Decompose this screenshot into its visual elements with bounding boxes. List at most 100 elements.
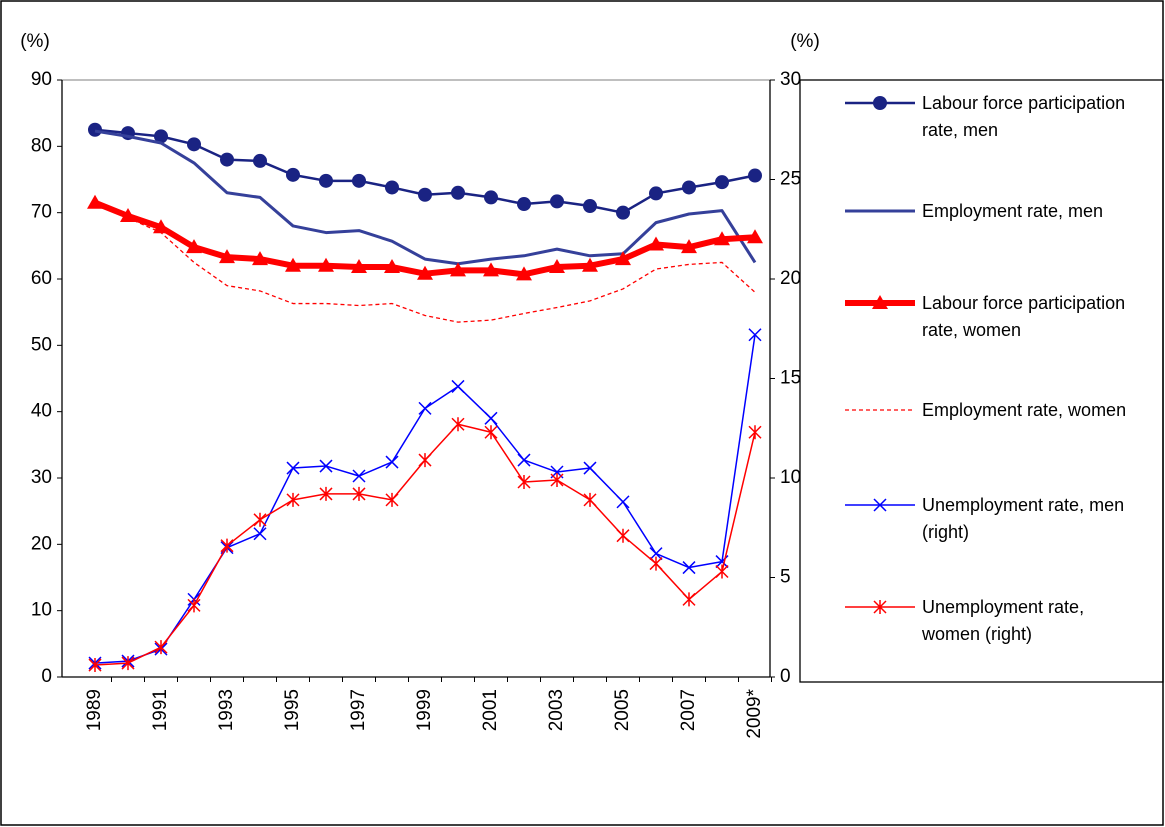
data-point	[219, 249, 235, 264]
data-point	[88, 658, 102, 673]
y2-tick-label: 5	[780, 567, 791, 588]
data-point	[616, 205, 630, 220]
data-point	[352, 486, 366, 501]
data-point	[682, 592, 696, 607]
data-point	[121, 656, 135, 671]
data-point	[319, 173, 333, 188]
legend-marker	[873, 498, 887, 512]
data-point	[187, 598, 201, 613]
x-tick-label: 1999	[414, 689, 435, 731]
data-point	[649, 186, 663, 201]
data-point	[715, 175, 729, 190]
data-point	[484, 190, 498, 205]
data-point	[220, 152, 234, 167]
data-point	[385, 492, 399, 507]
y2-tick-label: 10	[780, 467, 801, 488]
x-tick-label: 2005	[612, 689, 633, 731]
x-tick-label: 2007	[678, 689, 699, 731]
data-point	[352, 469, 366, 483]
y2-tick-label: 30	[780, 69, 801, 90]
y-tick-label: 20	[31, 533, 52, 554]
data-point	[253, 512, 267, 527]
data-point	[583, 461, 597, 475]
series-line	[94, 203, 756, 323]
data-point	[87, 194, 103, 209]
data-point	[516, 266, 532, 281]
data-point	[88, 122, 102, 137]
y2-tick-label: 0	[780, 666, 791, 687]
data-point	[649, 547, 663, 561]
data-point	[319, 486, 333, 501]
data-point	[483, 262, 499, 277]
data-point	[253, 153, 267, 168]
data-point	[384, 259, 400, 274]
data-point	[187, 137, 201, 152]
legend-marker	[873, 96, 887, 110]
data-point	[286, 461, 300, 475]
y-tick-label: 30	[31, 467, 52, 488]
legend-box	[799, 79, 1164, 683]
data-point	[682, 561, 696, 575]
data-point	[186, 239, 202, 254]
data-point	[615, 251, 631, 266]
data-point	[748, 425, 762, 440]
legend-marker	[872, 295, 888, 309]
y-tick-label: 70	[31, 202, 52, 223]
x-tick-label: 2003	[546, 689, 567, 731]
data-point	[120, 207, 136, 222]
data-point	[417, 265, 433, 280]
data-point	[154, 129, 168, 144]
data-point	[286, 492, 300, 507]
data-point	[153, 219, 169, 234]
data-point	[451, 185, 465, 200]
legend-marker	[873, 600, 887, 614]
data-point	[748, 168, 762, 183]
x-tick-label: 1995	[282, 689, 303, 731]
data-point	[253, 527, 267, 541]
legend-label: Unemployment rate, men (right)	[922, 495, 1125, 542]
data-point	[583, 199, 597, 214]
x-tick-label: 1993	[216, 689, 237, 731]
data-point	[748, 328, 762, 342]
y-tick-label: 40	[31, 401, 52, 422]
data-point	[648, 236, 664, 251]
data-point	[451, 379, 465, 393]
y-tick-label: 80	[31, 135, 52, 156]
data-point	[318, 257, 334, 272]
data-point	[714, 231, 730, 246]
data-point	[450, 262, 466, 277]
legend-label: Employment rate, men	[922, 201, 1104, 221]
data-point	[517, 453, 531, 467]
data-point	[747, 229, 763, 244]
data-point	[418, 401, 432, 415]
data-point	[484, 411, 498, 425]
data-point	[517, 197, 531, 212]
data-point	[451, 417, 465, 432]
data-point	[616, 495, 630, 509]
y-tick-label: 0	[41, 666, 52, 687]
x-tick-label: 1997	[348, 689, 369, 731]
data-point	[418, 453, 432, 468]
y-axis-label: (%)	[20, 31, 50, 52]
data-point	[616, 528, 630, 543]
data-point	[549, 259, 565, 274]
series-line	[94, 334, 756, 664]
data-point	[682, 180, 696, 195]
legend-label: Labour force participation rate, men	[922, 93, 1126, 140]
data-point	[583, 492, 597, 507]
x-tick-label: 1989	[84, 689, 105, 731]
data-point	[484, 425, 498, 440]
x-tick-label: 1991	[150, 689, 171, 731]
y-tick-label: 50	[31, 334, 52, 355]
data-point	[285, 257, 301, 272]
data-point	[352, 173, 366, 188]
x-tick-label: 2001	[480, 689, 501, 731]
y2-tick-label: 20	[780, 268, 801, 289]
y-tick-label: 10	[31, 600, 52, 621]
data-point	[517, 474, 531, 489]
x-tick-label: 2009*	[744, 688, 765, 738]
data-point	[681, 239, 697, 254]
data-point	[252, 251, 268, 266]
